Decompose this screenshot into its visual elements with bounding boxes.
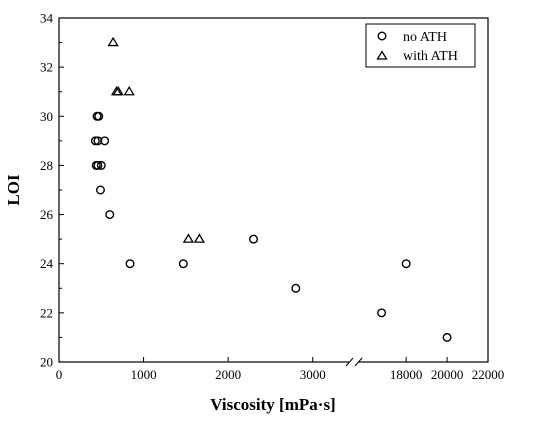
y-axis: 20 22 24 26 28 30 32 34: [40, 11, 64, 370]
y-tick-label: 32: [40, 60, 53, 75]
y-tick-label: 24: [40, 256, 54, 271]
point-no-ath: [442, 332, 452, 342]
plot-area: [58, 17, 489, 363]
x-tick-label: 3000: [300, 367, 326, 382]
x-axis-break: [345, 357, 363, 367]
y-tick-label: 34: [40, 11, 54, 26]
point-no-ath: [100, 136, 110, 146]
x-tick-label: 18000: [390, 367, 423, 382]
y-tick-label: 28: [40, 158, 53, 173]
point-with-ath: [112, 85, 124, 96]
legend-label-with-ath: with ATH: [403, 49, 458, 64]
legend-marker-no-ath: [377, 31, 387, 41]
point-with-ath: [193, 233, 206, 243]
point-no-ath: [249, 234, 259, 244]
data-points: [90, 36, 452, 342]
point-with-ath: [123, 85, 135, 96]
x-tick-label: 22000: [472, 367, 505, 382]
y-tick-label: 30: [40, 109, 53, 124]
point-with-ath: [182, 233, 195, 243]
x-tick-label: 2000: [215, 367, 241, 382]
y-tick-label: 20: [40, 355, 53, 370]
point-no-ath: [93, 136, 103, 146]
y-tick-label: 26: [40, 207, 54, 222]
x-tick-label: 1000: [131, 367, 157, 382]
point-no-ath: [90, 136, 100, 146]
point-no-ath: [291, 283, 301, 293]
y-axis-title: LOI: [4, 174, 23, 206]
point-no-ath: [95, 185, 105, 195]
x-axis-title: Viscosity [mPa·s]: [210, 395, 335, 414]
x-tick-label: 20000: [431, 367, 464, 382]
point-no-ath: [96, 160, 106, 170]
point-no-ath: [125, 259, 135, 269]
point-with-ath: [107, 36, 119, 47]
point-no-ath: [377, 308, 387, 318]
point-no-ath: [94, 111, 104, 121]
point-no-ath: [401, 259, 411, 269]
legend-box: [365, 23, 476, 68]
x-tick-label: 0: [56, 367, 63, 382]
point-no-ath: [105, 210, 115, 220]
axis-break-slash-left: [345, 357, 354, 367]
legend: no ATH with ATH: [365, 23, 476, 68]
x-axis: 0 1000 2000 3000 18000 20000 22000: [56, 357, 505, 382]
legend-label-no-ath: no ATH: [403, 30, 447, 45]
legend-marker-with-ath: [376, 50, 388, 60]
point-no-ath: [178, 259, 188, 269]
point-no-ath: [93, 160, 103, 170]
axis-break-slash-right: [354, 357, 363, 367]
y-tick-label: 22: [40, 305, 53, 320]
axis-break-gap: [349, 358, 359, 366]
